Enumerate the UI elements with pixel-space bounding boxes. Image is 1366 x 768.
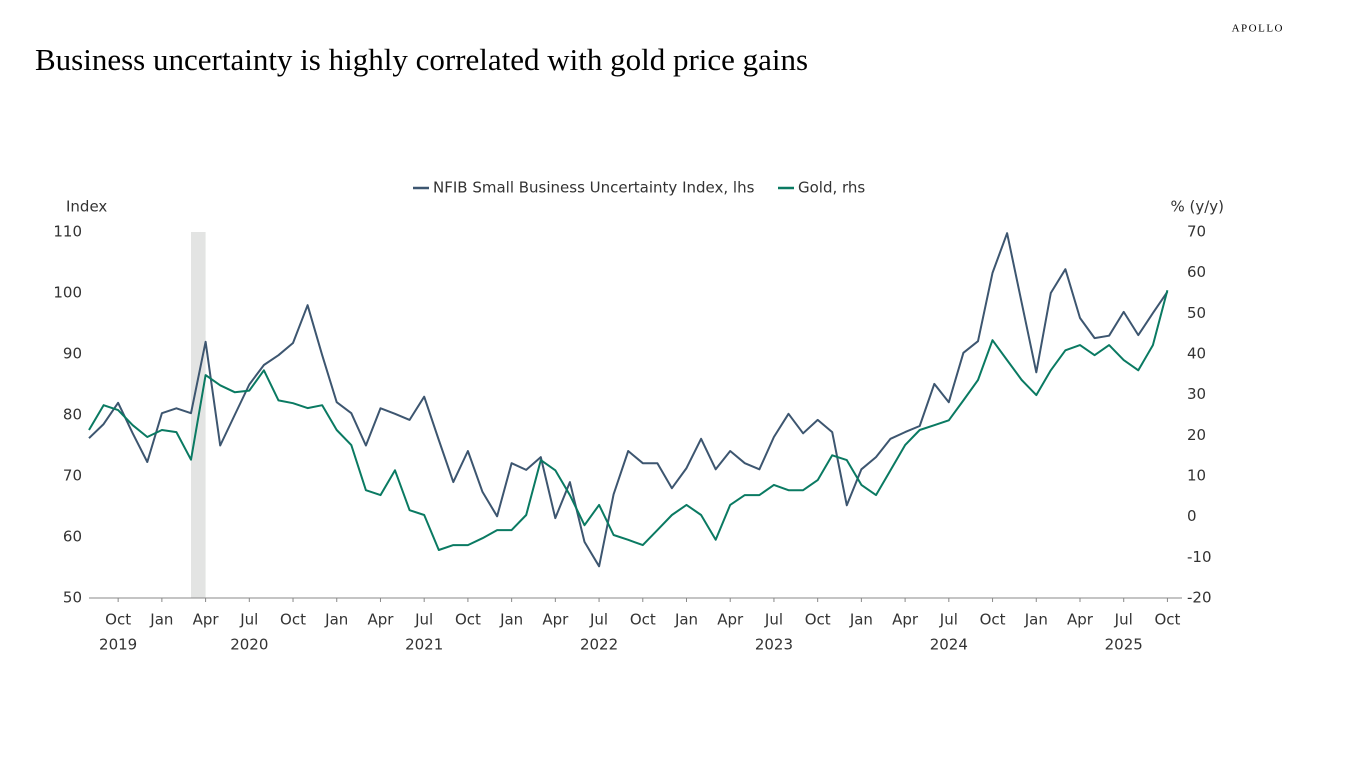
series-line	[88, 289, 1169, 551]
x-tick-label: Apr	[892, 611, 919, 629]
x-year-label: 2023	[755, 636, 793, 654]
x-tick-label: Jul	[239, 611, 258, 629]
y2-tick-label: 20	[1187, 426, 1206, 444]
x-year-label: 2019	[99, 636, 137, 654]
x-tick-label: Apr	[542, 611, 569, 629]
y-tick-label: 80	[63, 406, 82, 424]
y-tick-label: 50	[63, 589, 82, 607]
x-tick-label: Oct	[1154, 611, 1180, 629]
x-tick-label: Jul	[764, 611, 783, 629]
x-tick-label: Jul	[1114, 611, 1133, 629]
brand: APOLLO	[1232, 23, 1284, 35]
x-tick-label: Jan	[499, 611, 523, 629]
x-tick-label: Oct	[980, 611, 1006, 629]
y2-tick-label: 10	[1187, 467, 1206, 485]
x-tick-label: Jan	[1024, 611, 1048, 629]
x-tick-label: Oct	[805, 611, 831, 629]
x-tick-label: Jan	[849, 611, 873, 629]
y2-tick-label: -20	[1187, 589, 1212, 607]
series-line	[88, 232, 1169, 568]
y2-tick-label: 60	[1187, 263, 1206, 281]
x-tick-label: Jul	[939, 611, 958, 629]
x-tick-label: Apr	[717, 611, 744, 629]
x-tick-label: Oct	[280, 611, 306, 629]
x-tick-label: Apr	[193, 611, 220, 629]
legend-label: Gold, rhs	[798, 179, 865, 197]
x-tick-label: Oct	[630, 611, 656, 629]
y2-tick-label: 0	[1187, 507, 1197, 525]
y-axis-title: Index	[66, 198, 107, 216]
y2-tick-label: 50	[1187, 304, 1206, 322]
x-year-label: 2020	[230, 636, 268, 654]
y-tick-label: 70	[63, 467, 82, 485]
y2-tick-label: 40	[1187, 345, 1206, 363]
y2-tick-label: 70	[1187, 223, 1206, 241]
x-tick-label: Oct	[455, 611, 481, 629]
x-year-label: 2025	[1105, 636, 1143, 654]
x-tick-label: Jan	[674, 611, 698, 629]
x-tick-label: Jul	[589, 611, 608, 629]
x-tick-label: Apr	[1067, 611, 1094, 629]
y2-tick-label: -10	[1187, 548, 1212, 566]
y2-tick-label: 30	[1187, 385, 1206, 403]
x-year-label: 2021	[405, 636, 443, 654]
y-tick-label: 110	[53, 223, 82, 241]
x-year-label: 2024	[930, 636, 968, 654]
y-tick-label: 90	[63, 345, 82, 363]
x-tick-label: Oct	[105, 611, 131, 629]
legend-label: NFIB Small Business Uncertainty Index, l…	[433, 179, 755, 197]
x-tick-label: Jan	[149, 611, 173, 629]
chart-title: Business uncertainty is highly correlate…	[35, 42, 808, 77]
x-tick-label: Jan	[324, 611, 348, 629]
y2-axis-title: % (y/y)	[1170, 198, 1224, 216]
y-tick-label: 60	[63, 528, 82, 546]
x-year-label: 2022	[580, 636, 618, 654]
x-tick-label: Jul	[414, 611, 433, 629]
x-tick-label: Apr	[367, 611, 394, 629]
y-tick-label: 100	[53, 284, 82, 302]
